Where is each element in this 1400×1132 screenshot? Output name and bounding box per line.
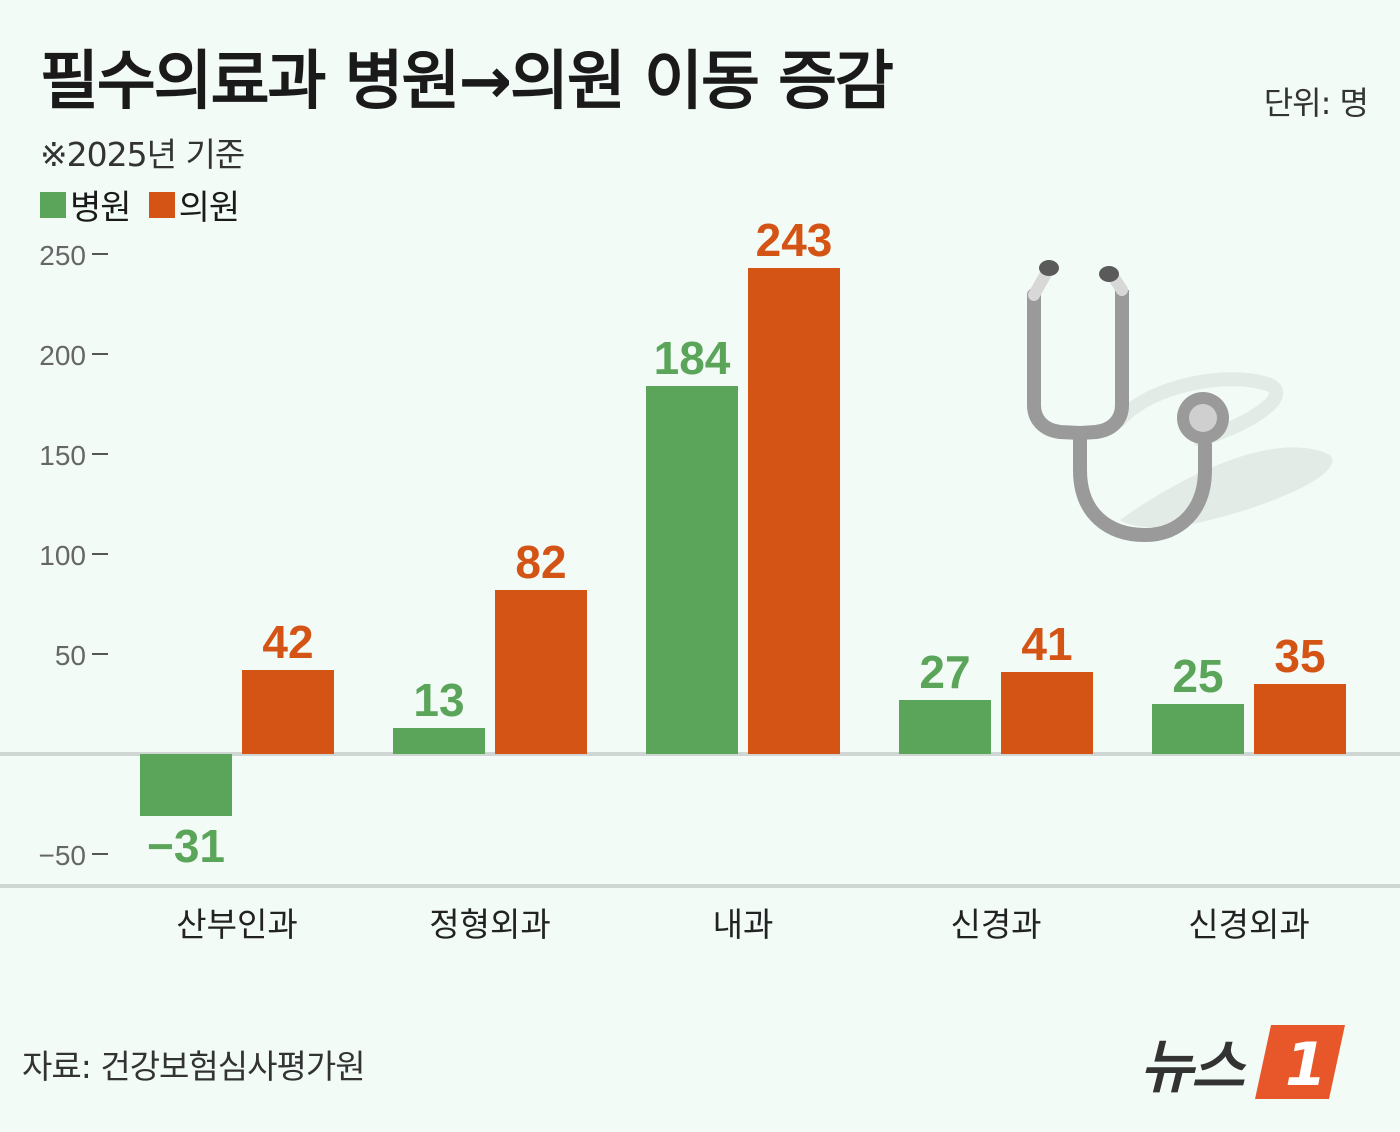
value-label-hospital-1: 13 [413,674,464,726]
bar-clinic-3 [1001,672,1093,754]
value-label-clinic-1: 82 [515,536,566,588]
legend-item-hospital: 병원 [40,180,132,229]
category-label-4: 신경외과 [1188,905,1309,944]
legend-swatch-clinic [148,191,175,218]
bar-clinic-4 [1254,684,1346,754]
y-tick-label: 50 [55,640,86,671]
y-tick-label: −50 [39,840,87,871]
legend-swatch-hospital [40,191,66,218]
legend-label-hospital: 병원 [70,188,132,228]
value-label-hospital-2: 184 [654,332,731,384]
value-label-clinic-3: 41 [1021,618,1072,670]
logo-text: 뉴스 [1140,1033,1245,1101]
value-label-hospital-0: −31 [147,820,225,872]
value-label-hospital-3: 27 [919,646,970,698]
legend: 병원 의원 [40,180,257,229]
bar-chart: 250 200 150 100 50 −50 −31 42 13 82 184 243 27 41 25 3… [0,214,1400,944]
source-note: 자료: 건강보험심사평가원 [22,1047,366,1086]
bar-hospital-4 [1152,704,1244,754]
bar-clinic-0 [242,670,334,754]
value-label-clinic-0: 42 [262,616,313,668]
y-tick-label: 250 [39,240,86,271]
bar-clinic-1 [495,590,587,754]
y-tick-label: 100 [39,540,86,571]
bar-hospital-3 [899,700,991,754]
bar-hospital-0 [140,754,232,816]
category-label-2: 내과 [713,905,774,944]
y-tick-label: 150 [39,440,86,471]
logo-badge-icon: 1 [1254,1025,1345,1100]
category-label-1: 정형외과 [429,905,550,944]
value-label-clinic-2: 243 [756,214,833,266]
bar-hospital-2 [646,386,738,754]
chart-subtitle: ※2025년 기준 [40,135,245,174]
legend-item-clinic: 의원 [148,180,241,229]
bar-hospital-1 [393,728,485,754]
value-label-hospital-4: 25 [1172,650,1223,702]
unit-label: 단위: 명 [1263,84,1369,122]
logo-number: 1 [1285,1030,1327,1100]
category-label-3: 신경과 [950,905,1041,944]
y-tick-label: 200 [39,340,86,371]
bar-clinic-2 [748,268,840,754]
legend-label-clinic: 의원 [178,188,241,228]
value-label-clinic-4: 35 [1274,630,1325,682]
news1-logo: 뉴스 1 [1140,1020,1349,1104]
stethoscope-icon [1027,260,1333,542]
category-label-0: 산부인과 [176,905,297,944]
chart-title: 필수의료과 병원→의원 이동 증감 [40,45,894,119]
